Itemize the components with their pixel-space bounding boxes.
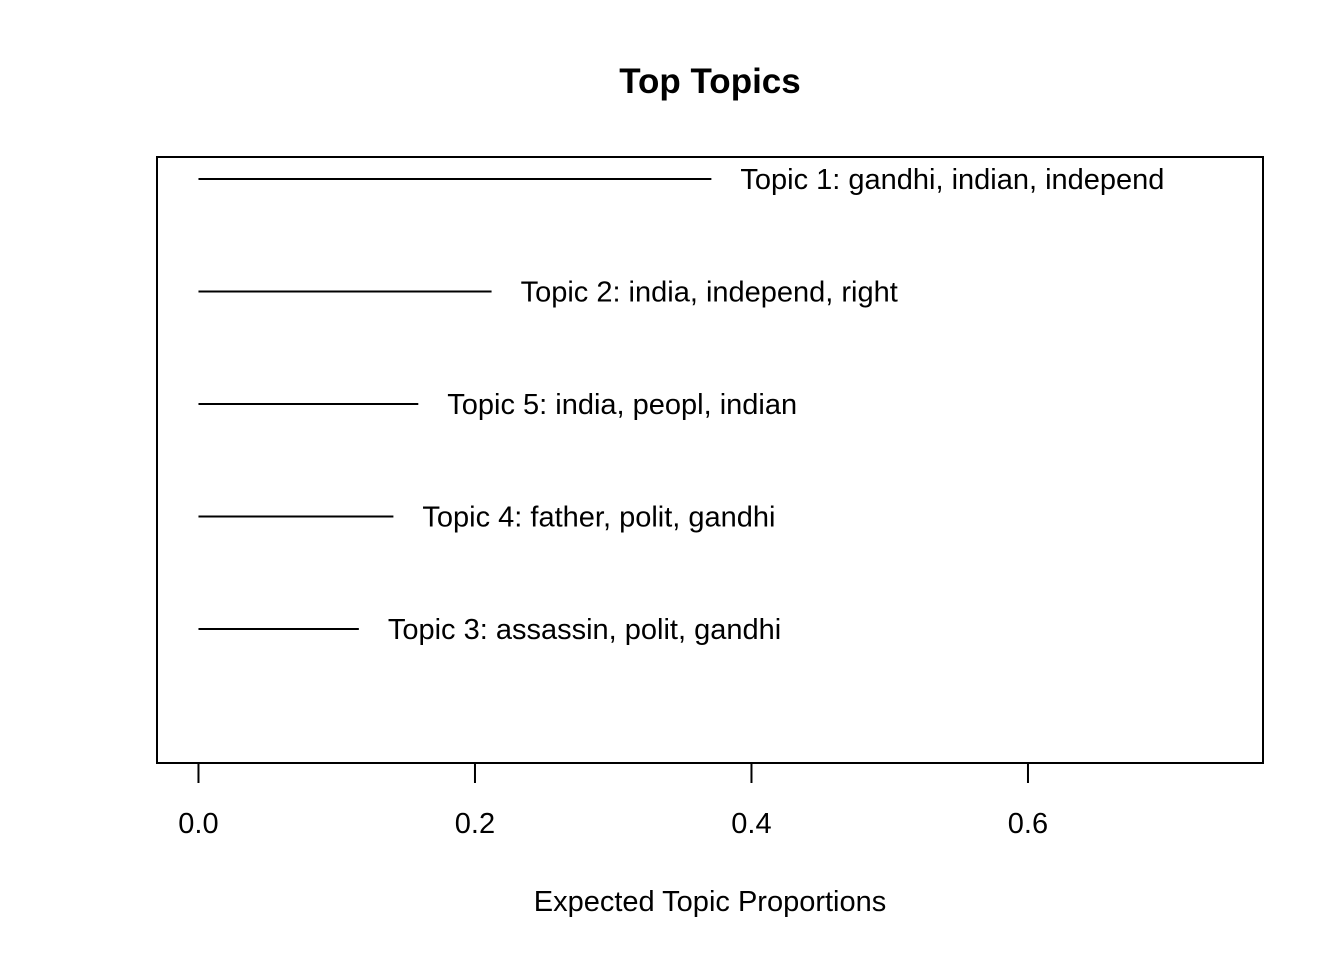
x-axis: 0.0 0.2 0.4 0.6 (178, 763, 1048, 840)
topic-lines: Topic 1: gandhi, indian, independ Topic 2… (198, 164, 1164, 646)
plot-frame (156, 156, 1264, 764)
x-tick-label: 0.6 (1008, 808, 1048, 840)
topic-label: Topic 1: gandhi, indian, independ (740, 164, 1164, 196)
topic-label: Topic 5: india, peopl, indian (447, 389, 797, 421)
x-tick-label: 0.0 (178, 808, 218, 840)
x-tick-label: 0.2 (455, 808, 495, 840)
chart-title: Top Topics (619, 62, 800, 101)
topic-label: Topic 3: assassin, polit, gandhi (388, 614, 781, 646)
x-axis-title: Expected Topic Proportions (534, 886, 887, 918)
topic-label: Topic 4: father, polit, gandhi (422, 502, 775, 534)
topic-label: Topic 2: india, independ, right (521, 277, 898, 309)
x-tick-label: 0.4 (731, 808, 771, 840)
